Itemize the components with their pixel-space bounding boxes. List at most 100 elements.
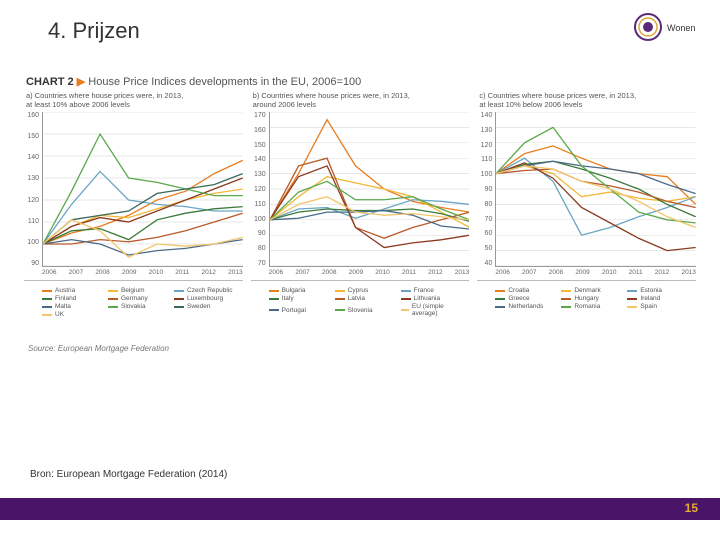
legend-swatch — [42, 298, 52, 300]
legend-item: UK — [42, 311, 102, 318]
legend-label: Ireland — [640, 295, 660, 302]
legend-swatch — [495, 290, 505, 292]
legend-swatch — [108, 290, 118, 292]
legend-swatch — [269, 309, 279, 311]
legend-item: Netherlands — [495, 303, 555, 310]
chart-heading-prefix: CHART 2 — [26, 76, 74, 88]
legend-item: Finland — [42, 295, 102, 302]
legend-label: Cyprus — [348, 287, 369, 294]
legend-swatch — [42, 306, 52, 308]
legend-label: Netherlands — [508, 303, 543, 310]
legend-label: France — [414, 287, 434, 294]
legend: CroatiaDenmarkEstoniaGreeceHungaryIrelan… — [477, 280, 696, 338]
legend-item: Hungary — [561, 295, 621, 302]
legend-label: Slovenia — [348, 307, 373, 314]
page-title: 4. Prijzen — [48, 18, 140, 44]
plot-area — [42, 112, 243, 267]
legend-item: Bulgaria — [269, 287, 329, 294]
x-axis: 20062007200820092010201120122013 — [24, 269, 243, 276]
legend-item: Estonia — [627, 287, 687, 294]
legend-item: Germany — [108, 295, 168, 302]
legend-swatch — [495, 306, 505, 308]
chart-heading-text: House Price Indices developments in the … — [88, 76, 361, 88]
legend-item: Cyprus — [335, 287, 395, 294]
legend-label: Estonia — [640, 287, 662, 294]
legend-label: Belgium — [121, 287, 144, 294]
chart-source: Source: European Mortgage Federation — [20, 338, 700, 353]
chart-panel: c) Countries where house prices were, in… — [477, 90, 696, 338]
legend-item: Austria — [42, 287, 102, 294]
legend-label: Finland — [55, 295, 76, 302]
legend-label: Luxembourg — [187, 295, 223, 302]
chart-container: CHART 2 ▶ House Price Indices developmen… — [20, 75, 700, 425]
legend-label: Spain — [640, 303, 657, 310]
legend-label: UK — [55, 311, 64, 318]
legend-label: Austria — [55, 287, 75, 294]
chart-heading: CHART 2 ▶ House Price Indices developmen… — [20, 75, 700, 88]
legend-swatch — [108, 298, 118, 300]
legend: Bulgaria Cyprus France Italy Latvia Lithuania… — [251, 280, 470, 338]
legend-swatch — [401, 309, 409, 311]
legend-item: Ireland — [627, 295, 687, 302]
legend-swatch — [401, 298, 411, 300]
x-axis: 20062007200820092010201120122013 — [251, 269, 470, 276]
footer-bar: 15 — [0, 498, 720, 520]
legend-swatch — [561, 298, 571, 300]
legend-item: Denmark — [561, 287, 621, 294]
legend-label: Lithuania — [414, 295, 440, 302]
arrow-icon: ▶ — [77, 76, 85, 88]
y-axis: 140130120110100908070605040 — [477, 112, 495, 267]
legend-swatch — [401, 290, 411, 292]
legend-swatch — [269, 298, 279, 300]
legend-swatch — [335, 298, 345, 300]
legend-item: Croatia — [495, 287, 555, 294]
legend-item: Romania — [561, 303, 621, 310]
legend-item: EU (simple average) — [401, 303, 461, 317]
chart-panel: b) Countries where house prices were, in… — [251, 90, 470, 338]
plot-area — [269, 112, 470, 267]
legend-label: Czech Republic — [187, 287, 233, 294]
legend-item: Belgium — [108, 287, 168, 294]
legend-swatch — [108, 306, 118, 308]
page-number: 15 — [685, 501, 698, 515]
legend-item: Lithuania — [401, 295, 461, 302]
legend-label: Croatia — [508, 287, 529, 294]
legend-swatch — [42, 314, 52, 316]
svg-text:Wonen: Wonen — [667, 23, 695, 33]
legend-label: EU (simple average) — [412, 303, 461, 317]
legend-swatch — [269, 290, 279, 292]
legend-swatch — [627, 298, 637, 300]
legend-label: Denmark — [574, 287, 600, 294]
legend-label: Bulgaria — [282, 287, 306, 294]
legend-swatch — [174, 290, 184, 292]
legend-swatch — [174, 306, 184, 308]
legend-label: Hungary — [574, 295, 599, 302]
legend-item: Portugal — [269, 303, 329, 317]
legend-swatch — [335, 290, 345, 292]
legend-label: Malta — [55, 303, 71, 310]
legend-swatch — [335, 309, 345, 311]
panel-title: c) Countries where house prices were, in… — [477, 90, 696, 112]
legend-item: Slovenia — [335, 303, 395, 317]
legend-item: Czech Republic — [174, 287, 234, 294]
legend-swatch — [495, 298, 505, 300]
chart-panel: a) Countries where house prices were, in… — [24, 90, 243, 338]
legend-item: France — [401, 287, 461, 294]
panel-title: a) Countries where house prices were, in… — [24, 90, 243, 112]
legend-item: Spain — [627, 303, 687, 310]
legend-item: Slovakia — [108, 303, 168, 310]
legend-item: Italy — [269, 295, 329, 302]
wonen-logo: Wonen — [630, 8, 700, 46]
legend-label: Germany — [121, 295, 148, 302]
legend-label: Romania — [574, 303, 600, 310]
legend-swatch — [627, 290, 637, 292]
legend-label: Latvia — [348, 295, 365, 302]
y-axis: 16015014013012011010090 — [24, 112, 42, 267]
legend-item: Sweden — [174, 303, 234, 310]
legend-swatch — [174, 298, 184, 300]
legend-label: Portugal — [282, 307, 306, 314]
plot-area — [495, 112, 696, 267]
legend-item: Malta — [42, 303, 102, 310]
legend-label: Sweden — [187, 303, 211, 310]
legend: Austria Belgium Czech Republic Finland Germa… — [24, 280, 243, 338]
